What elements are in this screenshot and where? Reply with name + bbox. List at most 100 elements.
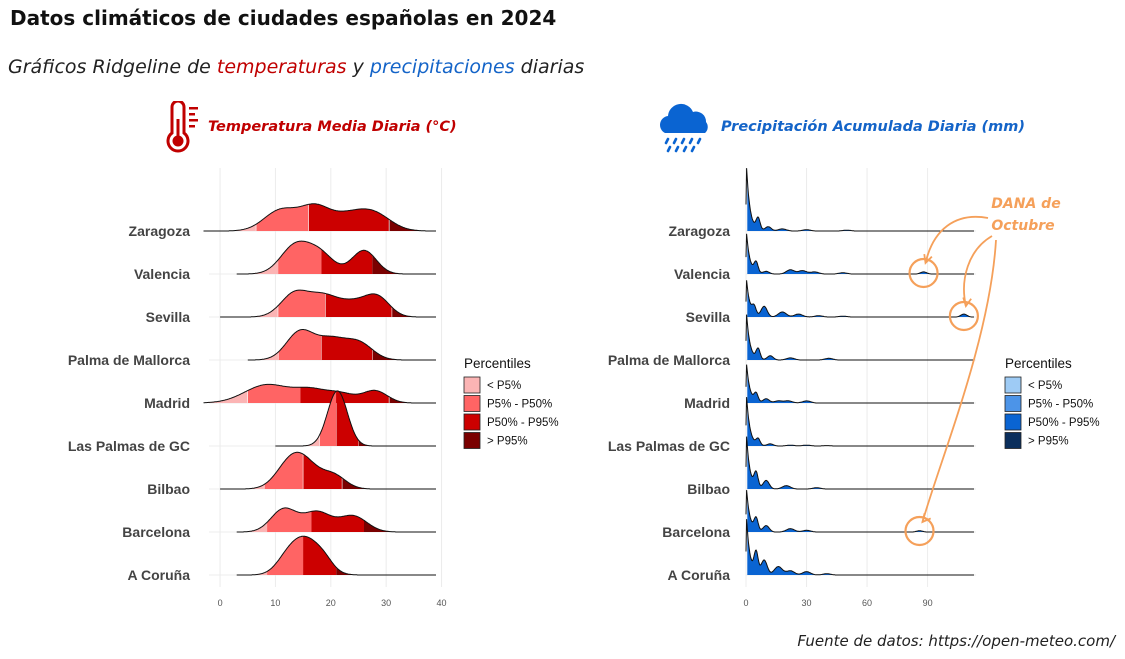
ridge-band-palma-de-mallorca bbox=[278, 329, 321, 360]
city-label-sevilla: Sevilla bbox=[146, 309, 191, 325]
ridge-outline-bilbao bbox=[745, 436, 974, 490]
ridge-band-sevilla bbox=[278, 290, 325, 317]
ridge-band-bilbao bbox=[342, 478, 436, 489]
dana-arrow bbox=[921, 239, 997, 523]
dana-arrow-head bbox=[921, 513, 932, 524]
x-tick-label: 10 bbox=[270, 598, 280, 608]
ridge-band-las-palmas-de-gc bbox=[358, 440, 436, 446]
x-tick-label: 90 bbox=[923, 598, 933, 608]
city-label-barcelona: Barcelona bbox=[122, 524, 190, 540]
ridge-band-palma-de-mallorca bbox=[372, 349, 436, 360]
subtitle-part: Gráficos Ridgeline de bbox=[8, 56, 217, 78]
precipitation-chart-title: Precipitación Acumulada Diaria (mm) bbox=[721, 119, 1026, 135]
dana-arrow bbox=[963, 235, 993, 307]
precipitation-ridgeline-chart: 0 30 60 90 Zaragoza Valencia Sevilla Palma de M… bbox=[608, 168, 1100, 608]
temperature-chart-title: Temperatura Media Diaria (°C) bbox=[208, 119, 457, 135]
legend-label: > P95% bbox=[487, 436, 528, 448]
ridge-outline-a-coruna bbox=[236, 535, 436, 576]
city-label-bilbao: Bilbao bbox=[687, 481, 730, 497]
ridge-band-valencia bbox=[236, 259, 279, 274]
ridge-band-a-coruna bbox=[303, 536, 337, 575]
page-title: Datos climáticos de ciudades españolas e… bbox=[10, 6, 557, 30]
ridge-band-zaragoza bbox=[256, 204, 309, 231]
ridge-band-valencia bbox=[747, 240, 974, 274]
legend-swatch bbox=[463, 432, 481, 449]
x-tick-label: 40 bbox=[437, 598, 447, 608]
subtitle-part: diarias bbox=[514, 56, 585, 78]
ridge-band-barcelona bbox=[267, 507, 312, 532]
ridge-band-palma-de-mallorca bbox=[321, 335, 373, 360]
ridge-band-las-palmas-de-gc bbox=[747, 405, 974, 446]
ridge-outline-valencia bbox=[745, 233, 974, 275]
ridge-band-bilbao bbox=[303, 454, 342, 489]
legend-label: P50% - P95% bbox=[487, 417, 559, 429]
subtitle-precipitation: precipitaciones bbox=[369, 56, 515, 78]
ridge-outline-palma-de-mallorca bbox=[745, 314, 974, 361]
ridge-band-bilbao bbox=[220, 484, 264, 489]
page-subtitle: Gráficos Ridgeline de temperaturas y pre… bbox=[8, 56, 584, 78]
city-label-zaragoza: Zaragoza bbox=[669, 223, 731, 239]
legend-title: Percentiles bbox=[464, 356, 531, 371]
ridge-band-barcelona bbox=[364, 520, 436, 532]
ridge-outline-madrid bbox=[745, 364, 974, 404]
ridge-band-valencia bbox=[372, 255, 436, 274]
legend-label: > P95% bbox=[1028, 436, 1069, 448]
subtitle-temperature: temperaturas bbox=[216, 56, 347, 78]
ridge-band-barcelona bbox=[236, 522, 268, 532]
ridge-outline-sevilla bbox=[220, 289, 436, 318]
dana-arrow-head bbox=[962, 297, 972, 308]
legend-swatch bbox=[463, 413, 481, 431]
legend-swatch bbox=[463, 395, 481, 412]
ridge-band-madrid bbox=[300, 387, 389, 403]
legend-swatch bbox=[1004, 376, 1022, 394]
ridge-band-barcelona bbox=[747, 497, 974, 532]
ridge-outline-bilbao bbox=[220, 451, 436, 490]
ridge-band-barcelona bbox=[311, 510, 364, 532]
x-tick-label: 0 bbox=[218, 598, 223, 608]
dana-annotation-label: Octubre bbox=[991, 218, 1054, 234]
city-label-valencia: Valencia bbox=[674, 266, 730, 282]
ridge-band-a-coruna bbox=[267, 536, 304, 575]
ridge-band-zaragoza bbox=[389, 219, 436, 231]
ridge-band-palma-de-mallorca bbox=[247, 352, 279, 360]
legend-swatch bbox=[1004, 432, 1022, 449]
ridge-outline-barcelona bbox=[236, 507, 436, 533]
ridge-band-palma-de-mallorca bbox=[747, 322, 974, 360]
ridge-band-zaragoza bbox=[308, 203, 389, 231]
x-tick-label: 20 bbox=[326, 598, 336, 608]
city-label-a-coruna: A Coruña bbox=[128, 567, 191, 583]
city-label-las-palmas-de-gc: Las Palmas de GC bbox=[608, 438, 730, 454]
data-source-note: Fuente de datos: https://open-meteo.com/ bbox=[797, 632, 1115, 650]
city-label-barcelona: Barcelona bbox=[662, 524, 730, 540]
dana-annotation-label: DANA de bbox=[991, 196, 1060, 212]
ridge-band-sevilla bbox=[392, 307, 436, 317]
temperature-ridgeline-chart: 0 10 20 30 40 Zaragoza Valencia Sevilla Palma de… bbox=[68, 168, 559, 608]
ridge-band-las-palmas-de-gc bbox=[275, 434, 320, 446]
ridge-outline-barcelona bbox=[745, 490, 974, 533]
ridge-outline-las-palmas-de-gc bbox=[745, 397, 974, 447]
city-label-palma-de-mallorca: Palma de Mallorca bbox=[68, 352, 190, 368]
ridge-band-zaragoza bbox=[203, 224, 256, 231]
ridge-outline-las-palmas-de-gc bbox=[275, 390, 436, 447]
dana-highlight-circle bbox=[908, 257, 939, 289]
ridge-band-a-coruna bbox=[336, 567, 436, 575]
legend-label: P5% - P50% bbox=[1028, 399, 1093, 411]
legend-title: Percentiles bbox=[1005, 356, 1072, 371]
ridge-outline-madrid bbox=[203, 383, 436, 404]
legend-label: P5% - P50% bbox=[487, 399, 552, 411]
ridge-band-madrid bbox=[389, 396, 436, 403]
ridge-band-valencia bbox=[278, 241, 322, 274]
rain-cloud-icon bbox=[660, 103, 708, 153]
ridge-band-bilbao bbox=[264, 452, 303, 489]
subtitle-part: y bbox=[346, 56, 370, 78]
thermometer-icon bbox=[166, 101, 198, 153]
city-label-valencia: Valencia bbox=[134, 266, 190, 282]
legend-label: P50% - P95% bbox=[1028, 417, 1100, 429]
city-label-zaragoza: Zaragoza bbox=[129, 223, 191, 239]
ridge-band-madrid bbox=[203, 390, 248, 403]
ridge-outline-a-coruna bbox=[745, 519, 974, 576]
ridge-band-las-palmas-de-gc bbox=[320, 391, 337, 446]
city-label-a-coruna: A Coruña bbox=[668, 567, 731, 583]
city-label-las-palmas-de-gc: Las Palmas de GC bbox=[68, 438, 190, 454]
x-tick-label: 60 bbox=[862, 598, 872, 608]
